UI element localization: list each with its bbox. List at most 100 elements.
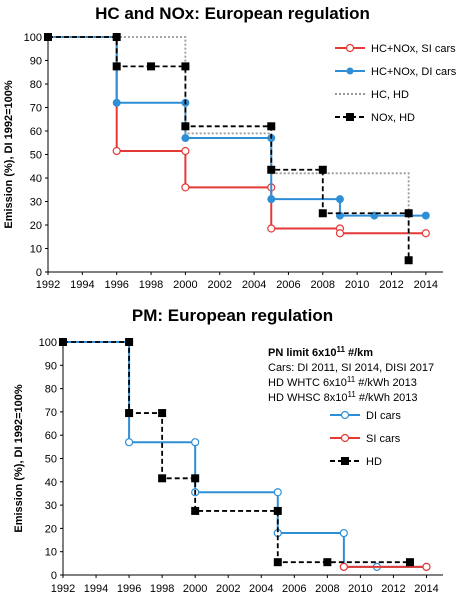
y-tick-label: 50 — [30, 150, 42, 162]
chart-1: 0 10 20 30 40 50 60 70 80 90 100 1992 1994 1996 1998 20… — [3, 32, 457, 291]
x-tick-label: 2014 — [414, 279, 438, 291]
data-point — [339, 528, 348, 538]
x-tick-label: 1994 — [84, 583, 108, 595]
data-point — [421, 229, 430, 238]
y-tick-label: 70 — [30, 103, 42, 115]
data-point — [124, 438, 134, 447]
y-tick-label: 40 — [30, 173, 42, 185]
data-point — [267, 122, 276, 131]
x-tick-label: 2008 — [311, 279, 335, 291]
series-line — [48, 36, 426, 235]
data-point — [191, 506, 200, 515]
legend: DI cars SI cars HD — [330, 410, 401, 468]
x-tick-label: 2002 — [216, 583, 240, 595]
x-tick-label: 2004 — [242, 279, 266, 291]
y-tick-label: 0 — [36, 267, 42, 279]
y-tick-label: 60 — [45, 430, 57, 442]
data-point — [191, 438, 200, 447]
y-tick-label: 20 — [30, 220, 42, 232]
annotation-sup: 11 — [347, 375, 356, 384]
x-tick-label: 2012 — [381, 583, 405, 595]
legend-marker — [340, 433, 350, 443]
y-tick-label: 10 — [30, 244, 42, 256]
series-line — [48, 36, 426, 217]
data-point — [318, 209, 327, 218]
legend-marker — [345, 43, 355, 53]
y-tick-label: 40 — [45, 477, 57, 489]
x-tick-label: 2014 — [414, 583, 438, 595]
y-tick-label: 100 — [39, 337, 57, 349]
legend-label: HD — [366, 456, 382, 468]
x-tick-label: 2000 — [173, 279, 197, 291]
data-point — [267, 224, 276, 233]
annotation-line: HD WHTC 6x1011 #/kWh 2013 — [268, 375, 417, 390]
annotation-unit: #/km — [345, 347, 373, 359]
data-point — [158, 409, 167, 418]
legend-marker — [341, 457, 349, 465]
series-hc-nox-di-cars — [44, 33, 430, 220]
data-point — [59, 338, 67, 346]
y-tick-label: 0 — [51, 570, 57, 582]
x-tick-label: 2002 — [207, 279, 231, 291]
chart-title-hc-nox: HC and NOx: European regulation — [95, 4, 370, 23]
data-point — [44, 33, 52, 41]
data-point — [191, 474, 200, 483]
y-tick-label: 70 — [45, 407, 57, 419]
series-line — [63, 341, 410, 564]
series-hd — [59, 338, 414, 567]
chart-title-pm: PM: European regulation — [131, 306, 334, 325]
data-point — [405, 558, 414, 567]
data-point — [112, 98, 121, 107]
data-point — [323, 558, 332, 567]
annotation-line: HD WHSC 8x1011 #/kWh 2013 — [268, 390, 418, 405]
x-tick-label: 2008 — [315, 583, 339, 595]
data-point — [112, 33, 121, 41]
legend-marker — [346, 67, 354, 75]
legend-marker — [346, 113, 354, 121]
data-point — [181, 122, 190, 131]
data-point — [339, 562, 348, 571]
data-point — [181, 183, 190, 192]
y-tick-label: 80 — [30, 79, 42, 91]
data-point — [147, 62, 156, 71]
annotation-heading: PN limit 6x1011 #/km — [268, 345, 373, 360]
annotation-unit: #/kWh 2013 — [356, 392, 418, 404]
x-tick-label: 2006 — [276, 279, 300, 291]
legend-marker — [340, 410, 350, 420]
data-point — [404, 209, 413, 218]
data-point — [267, 195, 276, 204]
data-point — [125, 338, 134, 346]
series-hc-hd — [48, 36, 410, 237]
data-point — [273, 558, 282, 567]
x-tick-label: 1998 — [150, 583, 174, 595]
y-axis-label: Emission (%), DI 1992=100% — [3, 80, 15, 228]
annotation-sup: 11 — [336, 345, 345, 354]
series-line — [48, 36, 410, 237]
data-point — [421, 211, 430, 220]
data-point — [267, 165, 276, 174]
data-point — [158, 474, 167, 483]
annotation-sup: 11 — [347, 390, 356, 399]
y-tick-label: 30 — [30, 197, 42, 209]
y-tick-label: 60 — [30, 126, 42, 138]
x-tick-label: 1996 — [117, 583, 141, 595]
x-tick-label: 1994 — [70, 279, 94, 291]
x-tick-label: 2010 — [345, 279, 369, 291]
y-tick-label: 30 — [45, 500, 57, 512]
series-line — [48, 36, 410, 261]
y-tick-label: 10 — [45, 547, 57, 559]
legend-label: SI cars — [366, 433, 401, 445]
data-point — [318, 165, 327, 174]
data-point — [273, 488, 282, 497]
legend: HC+NOx, SI cars HC+NOx, DI cars HC, HD NOx,… — [335, 43, 457, 124]
series-nox-hd — [44, 33, 413, 265]
series-line — [63, 341, 427, 568]
data-point — [181, 62, 190, 71]
legend-label: HC+NOx, SI cars — [371, 43, 456, 55]
data-point — [273, 506, 282, 515]
x-tick-label: 2012 — [379, 279, 403, 291]
x-tick-label: 2010 — [348, 583, 372, 595]
y-tick-label: 100 — [24, 32, 42, 44]
data-point — [404, 256, 413, 265]
